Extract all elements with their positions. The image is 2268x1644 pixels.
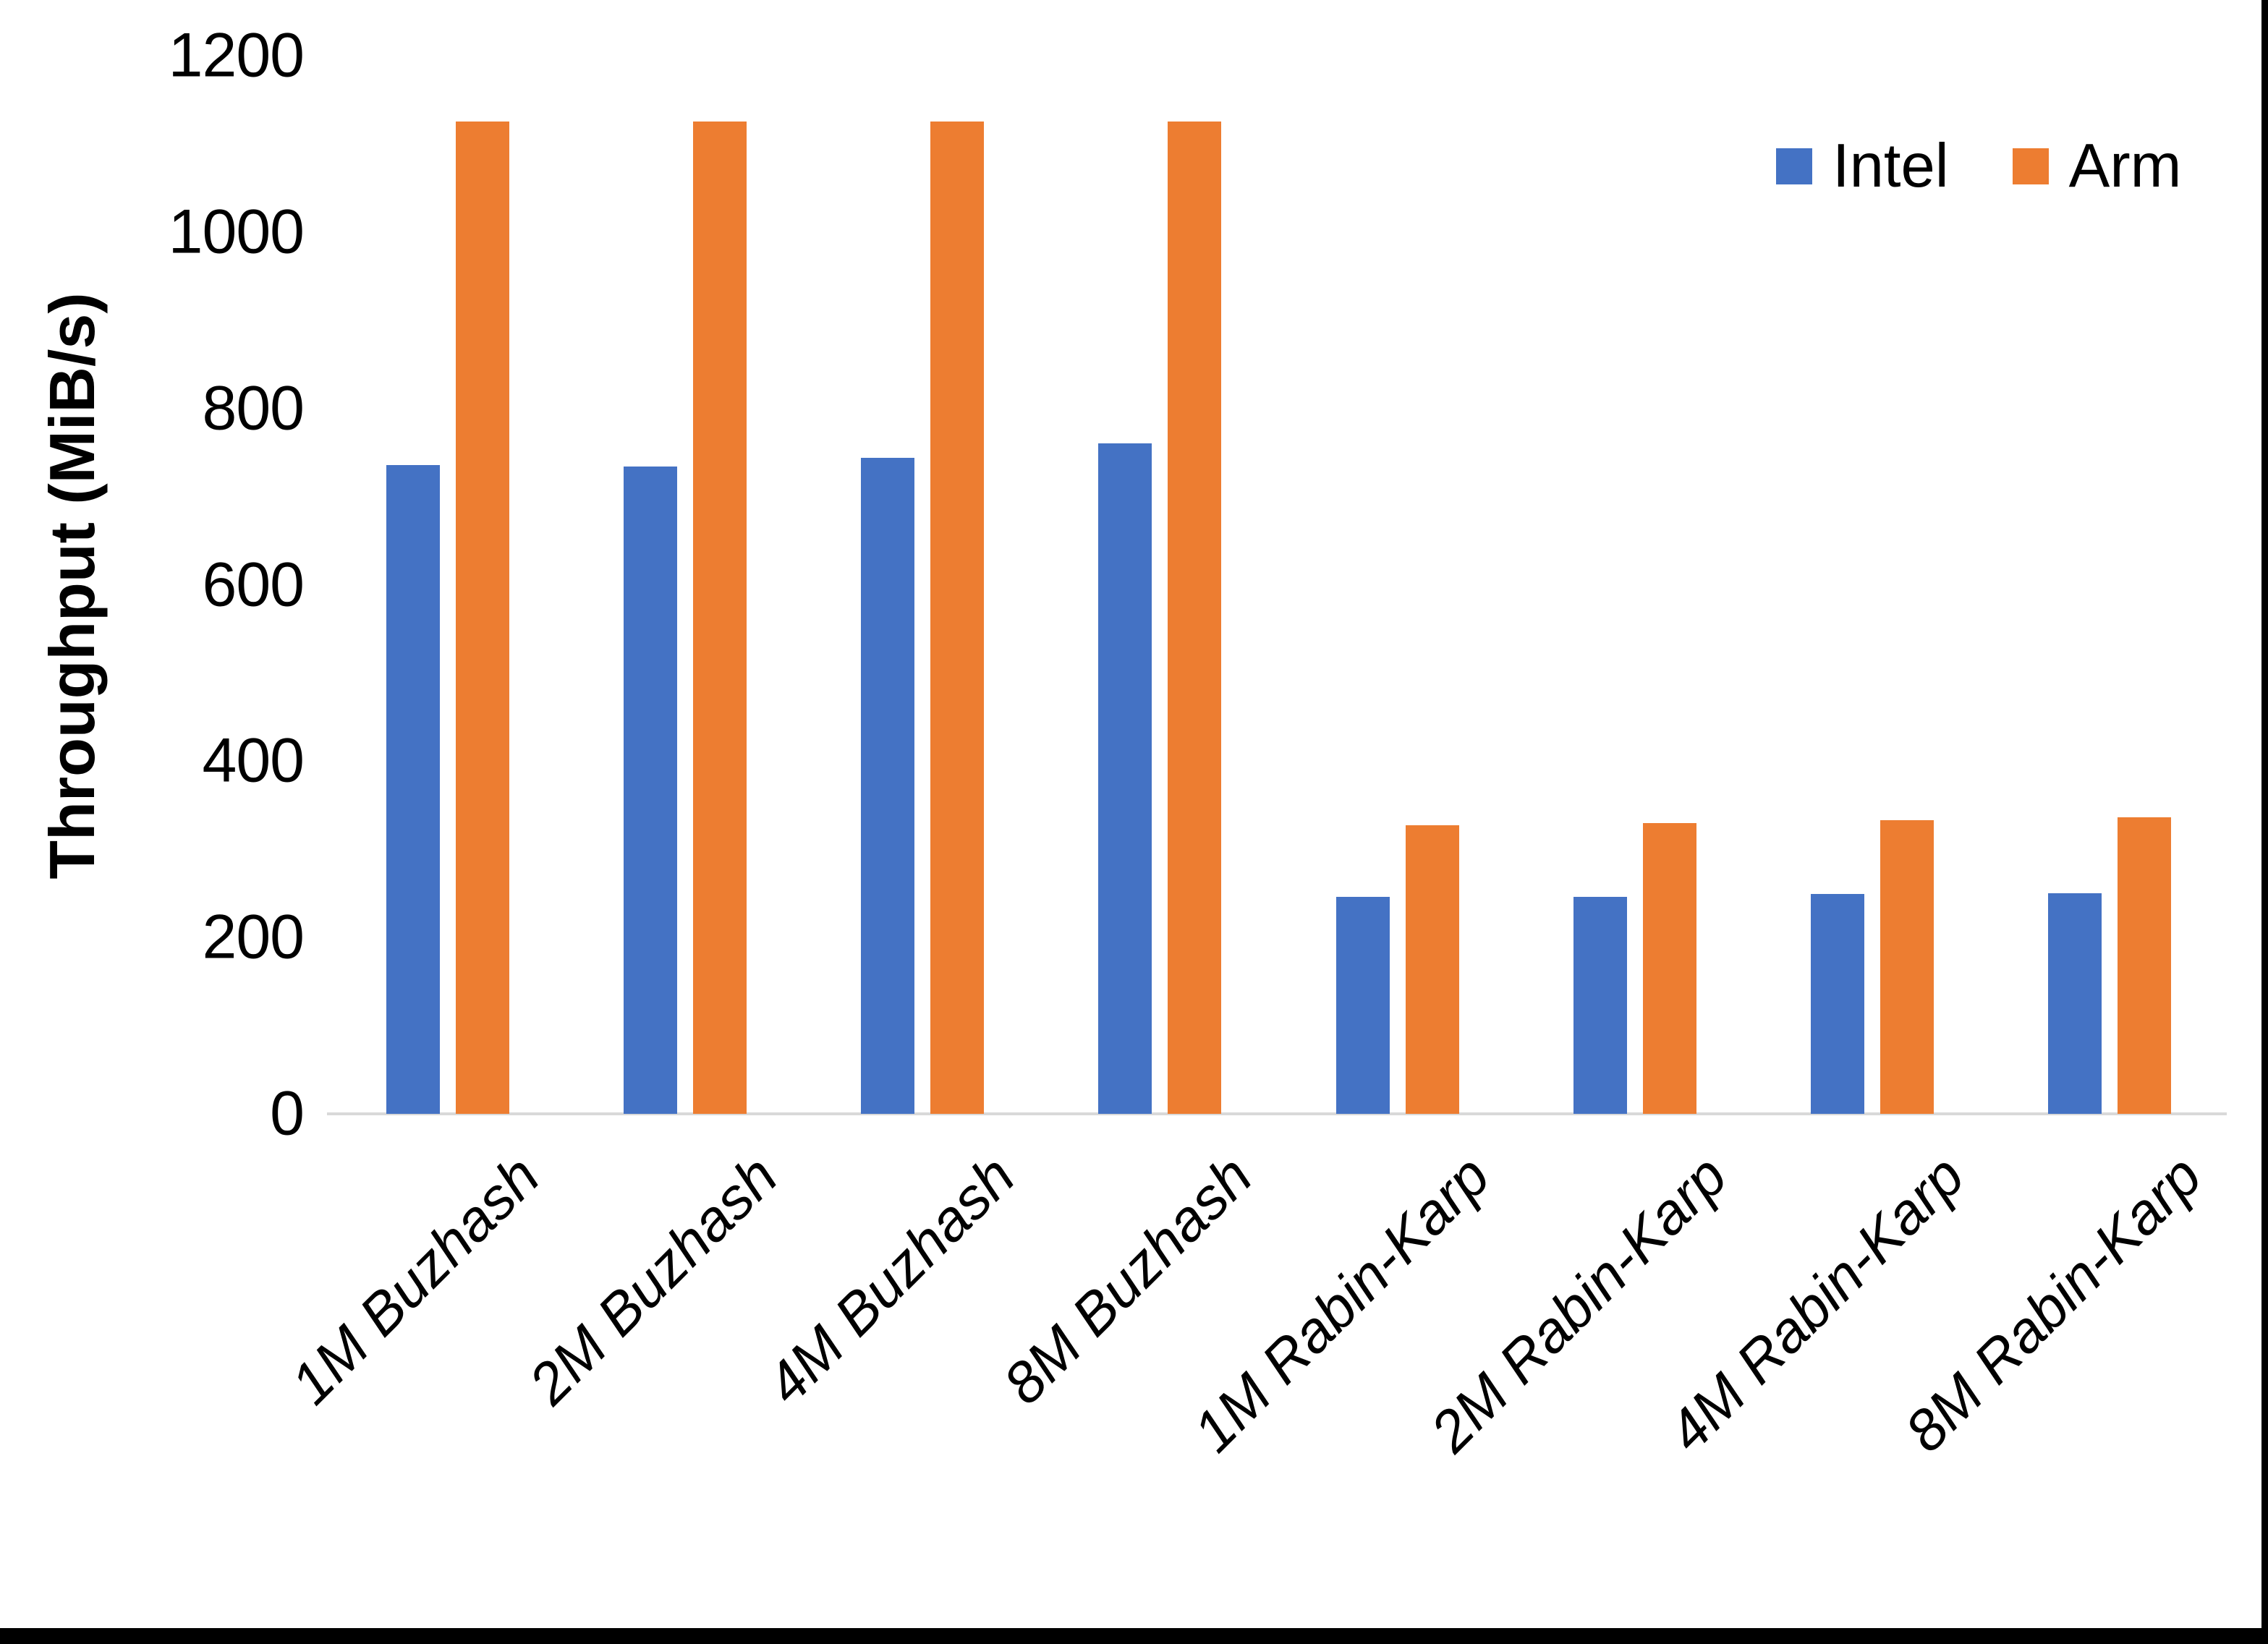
x-axis-line [327, 1112, 2227, 1115]
y-tick-label-0: 0 [270, 1078, 305, 1149]
bar-arm-1m-buzhash [456, 122, 510, 1114]
legend-item-intel: Intel [1776, 131, 1949, 202]
x-category-label-2m-buzhash: 2M Buzhash [516, 1143, 789, 1417]
bar-arm-8m-buzhash [1168, 122, 1222, 1114]
bar-intel-8m-buzhash [1098, 443, 1152, 1114]
bar-intel-1m-rabin-karp [1335, 897, 1390, 1114]
bar-arm-1m-rabin-karp [1405, 825, 1459, 1114]
right-edge-bar [2261, 0, 2268, 1644]
bar-arm-2m-buzhash [693, 122, 747, 1114]
bar-intel-2m-rabin-karp [1573, 897, 1627, 1114]
bar-intel-2m-buzhash [624, 467, 678, 1114]
bar-intel-8m-rabin-karp [2047, 893, 2102, 1114]
bar-arm-4m-buzhash [930, 122, 985, 1114]
bar-arm-2m-rabin-karp [1642, 822, 1696, 1114]
y-tick-label-400: 400 [202, 725, 305, 796]
y-tick-label-200: 200 [202, 902, 305, 972]
y-tick-label-600: 600 [202, 550, 305, 619]
legend-label-arm: Arm [2068, 132, 2182, 200]
legend-swatch-intel [1776, 148, 1812, 184]
bar-arm-4m-rabin-karp [1880, 820, 1934, 1114]
y-tick-label-800: 800 [202, 373, 305, 443]
y-tick-label-1000: 1000 [168, 197, 305, 267]
bottom-edge-bar [0, 1628, 2268, 1644]
bar-intel-1m-buzhash [386, 464, 441, 1114]
legend-label-intel: Intel [1832, 132, 1949, 200]
bar-arm-8m-rabin-karp [2117, 817, 2171, 1114]
legend-swatch-arm [2012, 148, 2049, 184]
bar-intel-4m-rabin-karp [1810, 894, 1864, 1114]
legend-item-arm: Arm [2012, 131, 2182, 202]
y-tick-label-1200: 1200 [168, 20, 305, 90]
x-category-label-4m-buzhash: 4M Buzhash [753, 1143, 1027, 1417]
x-category-label-1m-buzhash: 1M Buzhash [279, 1143, 552, 1417]
chart-legend: Intel Arm [1776, 127, 2181, 206]
bar-intel-4m-buzhash [861, 457, 915, 1114]
